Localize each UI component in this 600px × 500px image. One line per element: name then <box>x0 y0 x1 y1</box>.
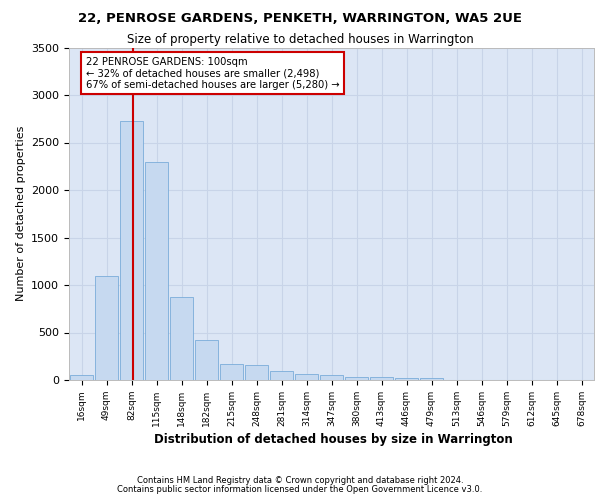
Bar <box>270 372 293 380</box>
Text: Contains HM Land Registry data © Crown copyright and database right 2024.: Contains HM Land Registry data © Crown c… <box>137 476 463 485</box>
Bar <box>295 374 318 380</box>
Bar <box>245 365 268 380</box>
Bar <box>145 162 168 380</box>
Bar <box>120 120 143 380</box>
Bar <box>395 378 418 380</box>
Bar <box>70 375 93 380</box>
Bar <box>170 298 193 380</box>
Y-axis label: Number of detached properties: Number of detached properties <box>16 126 26 302</box>
Bar <box>370 377 393 380</box>
Bar <box>420 378 443 380</box>
Bar <box>95 276 118 380</box>
Bar <box>220 364 243 380</box>
Text: Contains public sector information licensed under the Open Government Licence v3: Contains public sector information licen… <box>118 485 482 494</box>
Bar <box>195 340 218 380</box>
Text: Distribution of detached houses by size in Warrington: Distribution of detached houses by size … <box>154 432 512 446</box>
Bar <box>320 375 343 380</box>
Text: 22, PENROSE GARDENS, PENKETH, WARRINGTON, WA5 2UE: 22, PENROSE GARDENS, PENKETH, WARRINGTON… <box>78 12 522 26</box>
Bar <box>345 376 368 380</box>
Text: Size of property relative to detached houses in Warrington: Size of property relative to detached ho… <box>127 32 473 46</box>
Text: 22 PENROSE GARDENS: 100sqm
← 32% of detached houses are smaller (2,498)
67% of s: 22 PENROSE GARDENS: 100sqm ← 32% of deta… <box>86 56 340 90</box>
